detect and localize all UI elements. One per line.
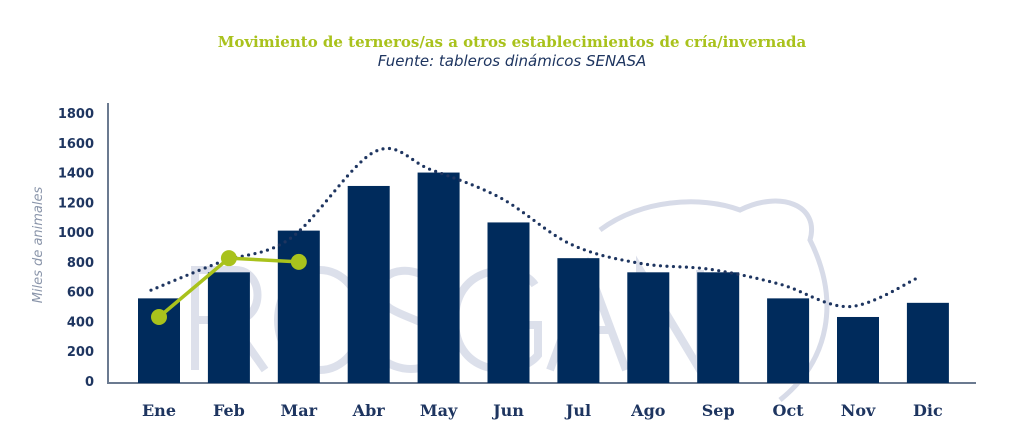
y-tick-label: 600 (67, 286, 94, 301)
x-tick-label: Ene (142, 401, 176, 420)
bar-jul (557, 258, 600, 383)
bar-sep (697, 272, 740, 383)
bar-abr (347, 185, 390, 383)
trend-line-dotted (149, 146, 922, 309)
current-year-point-ene (151, 308, 167, 325)
chart-title: Movimiento de terneros/as a otros establ… (217, 33, 807, 51)
y-tick-label: 400 (67, 315, 94, 330)
current-year-point-mar (290, 253, 307, 270)
x-tick-label: Dic (913, 401, 943, 420)
y-tick-label: 1800 (58, 107, 94, 122)
chart-subtitle: Fuente: tableros dinámicos SENASA (377, 52, 647, 70)
x-tick-label: May (420, 401, 458, 420)
x-tick-label: Feb (213, 401, 245, 420)
x-tick-label: Oct (773, 401, 805, 420)
bar-feb (207, 272, 250, 383)
x-tick-label: Ago (630, 401, 666, 420)
bar-nov (837, 316, 879, 383)
bar-dic (906, 302, 949, 383)
bar-may (417, 172, 460, 383)
bar-oct (767, 298, 810, 383)
current-year-point-feb (220, 250, 237, 267)
y-tick-label: 0 (85, 375, 94, 390)
bar-ago (627, 272, 670, 383)
y-axis-label: Miles de animales (31, 186, 46, 303)
watermark-bull (598, 198, 830, 402)
x-tick-label: Mar (281, 401, 318, 420)
y-tick-label: 1400 (58, 167, 94, 182)
watermark-letter-s (374, 266, 445, 373)
y-tick-label: 200 (67, 345, 94, 360)
y-tick-label: 1600 (58, 137, 94, 152)
x-tick-label: Abr (352, 401, 386, 420)
x-tick-label: Nov (841, 401, 876, 420)
x-tick-label: Jul (564, 401, 591, 420)
y-tick-label: 1200 (58, 196, 94, 211)
x-tick-label: Sep (702, 401, 735, 420)
bar-jun (487, 222, 530, 383)
y-tick-label: 1000 (58, 226, 94, 241)
bar-mar (277, 230, 320, 383)
y-tick-label: 800 (67, 256, 94, 271)
x-tick-label: Jun (491, 401, 524, 420)
